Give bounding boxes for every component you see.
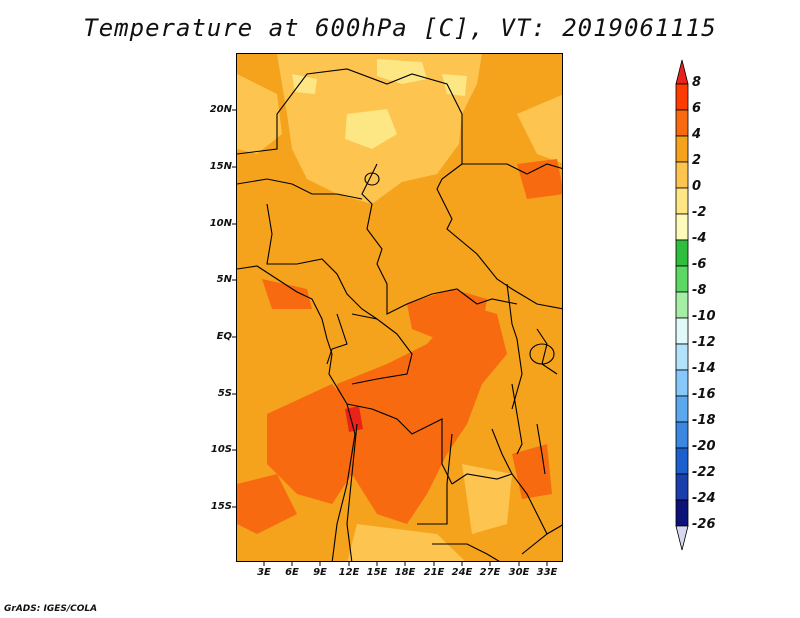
x-label-21e: 21E <box>423 567 445 578</box>
colorbar-label: -22 <box>692 465 716 480</box>
warm-region-west <box>267 384 357 504</box>
colorbar-cell <box>675 421 689 449</box>
colorbar-label: -12 <box>692 335 716 350</box>
warm-region-southwest <box>237 474 297 534</box>
footer-credit: GrADS: IGES/COLA <box>4 604 98 614</box>
lakes <box>364 172 555 475</box>
colorbar-cells <box>675 59 689 551</box>
colorbar-cell <box>675 239 689 267</box>
colorbar <box>675 59 689 551</box>
colorbar-label: 2 <box>692 153 702 168</box>
colorbar-cell <box>675 395 689 423</box>
x-label-3e: 3E <box>257 567 271 578</box>
warm-region-congo <box>407 289 487 339</box>
cool-region-west <box>237 74 282 154</box>
cool-region-southeast <box>462 464 512 534</box>
y-label-15s: 15S <box>210 501 232 512</box>
x-label-18e: 18E <box>394 567 416 578</box>
colorbar-label: 6 <box>692 101 702 116</box>
colorbar-label: -18 <box>692 413 716 428</box>
x-label-12e: 12E <box>338 567 360 578</box>
colorbar-label: 8 <box>692 75 702 90</box>
colorbar-top-arrow <box>675 59 689 85</box>
colorbar-label: 4 <box>692 127 702 142</box>
chart-title: Temperature at 600hPa [C], VT: 201906111… <box>83 14 717 42</box>
warm-region-central <box>337 304 507 524</box>
colorbar-label: -16 <box>692 387 716 402</box>
coolest-region-2 <box>345 109 397 149</box>
x-label-9e: 9E <box>313 567 327 578</box>
colorbar-label: -20 <box>692 439 716 454</box>
warm-region-east <box>512 444 552 499</box>
colorbar-cell <box>675 83 689 111</box>
colorbar-bottom-arrow <box>675 525 689 551</box>
y-ticks <box>232 109 237 508</box>
colorbar-cell <box>675 291 689 319</box>
temperature-map <box>237 54 562 561</box>
coolest-region-4 <box>442 74 467 96</box>
x-label-24e: 24E <box>451 567 473 578</box>
y-label-20n: 20N <box>209 104 232 115</box>
coastline <box>237 265 356 561</box>
x-label-6e: 6E <box>285 567 299 578</box>
lake-victoria <box>529 343 555 365</box>
warm-patches <box>237 159 562 534</box>
y-label-15n: 15N <box>209 161 232 172</box>
colorbar-label: 0 <box>692 179 702 194</box>
colorbar-label: -10 <box>692 309 716 324</box>
colorbar-cell <box>675 135 689 163</box>
colorbar-label: -6 <box>692 257 707 272</box>
y-label-10s: 10S <box>210 444 232 455</box>
colorbar-cell <box>675 499 689 527</box>
x-ticks <box>263 561 548 566</box>
colorbar-cell <box>675 213 689 241</box>
colorbar-cell <box>675 161 689 189</box>
cool-region-east <box>517 94 562 164</box>
lake-tanganyika <box>511 383 523 455</box>
x-label-33e: 33E <box>536 567 558 578</box>
x-label-30e: 30E <box>508 567 530 578</box>
coolest-region-3 <box>292 74 317 94</box>
map-panel <box>236 53 563 562</box>
cool-region-south <box>347 524 465 561</box>
coolest-patches <box>292 59 467 149</box>
colorbar-cell <box>675 343 689 371</box>
x-label-15e: 15E <box>366 567 388 578</box>
lake-chad <box>364 172 380 186</box>
colorbar-cell <box>675 317 689 345</box>
y-label-10n: 10N <box>209 218 232 229</box>
colorbar-cell <box>675 187 689 215</box>
colorbar-label: -26 <box>692 517 716 532</box>
colorbar-label: -14 <box>692 361 716 376</box>
y-label-5s: 5S <box>217 388 232 399</box>
colorbar-cell <box>675 473 689 501</box>
y-label-eq: EQ <box>216 331 232 342</box>
colorbar-label: -24 <box>692 491 716 506</box>
warm-region-gabon <box>262 279 312 309</box>
lake-malawi <box>536 423 546 475</box>
colorbar-cell <box>675 265 689 293</box>
colorbar-cell <box>675 109 689 137</box>
colorbar-cell <box>675 369 689 397</box>
warm-region-ne <box>517 159 562 199</box>
colorbar-label: -2 <box>692 205 707 220</box>
coolest-region-1 <box>377 59 427 84</box>
y-label-5n: 5N <box>216 274 232 285</box>
x-label-27e: 27E <box>479 567 501 578</box>
colorbar-cell <box>675 447 689 475</box>
colorbar-label: -4 <box>692 231 707 246</box>
colorbar-label: -8 <box>692 283 707 298</box>
country-borders <box>237 68 562 561</box>
